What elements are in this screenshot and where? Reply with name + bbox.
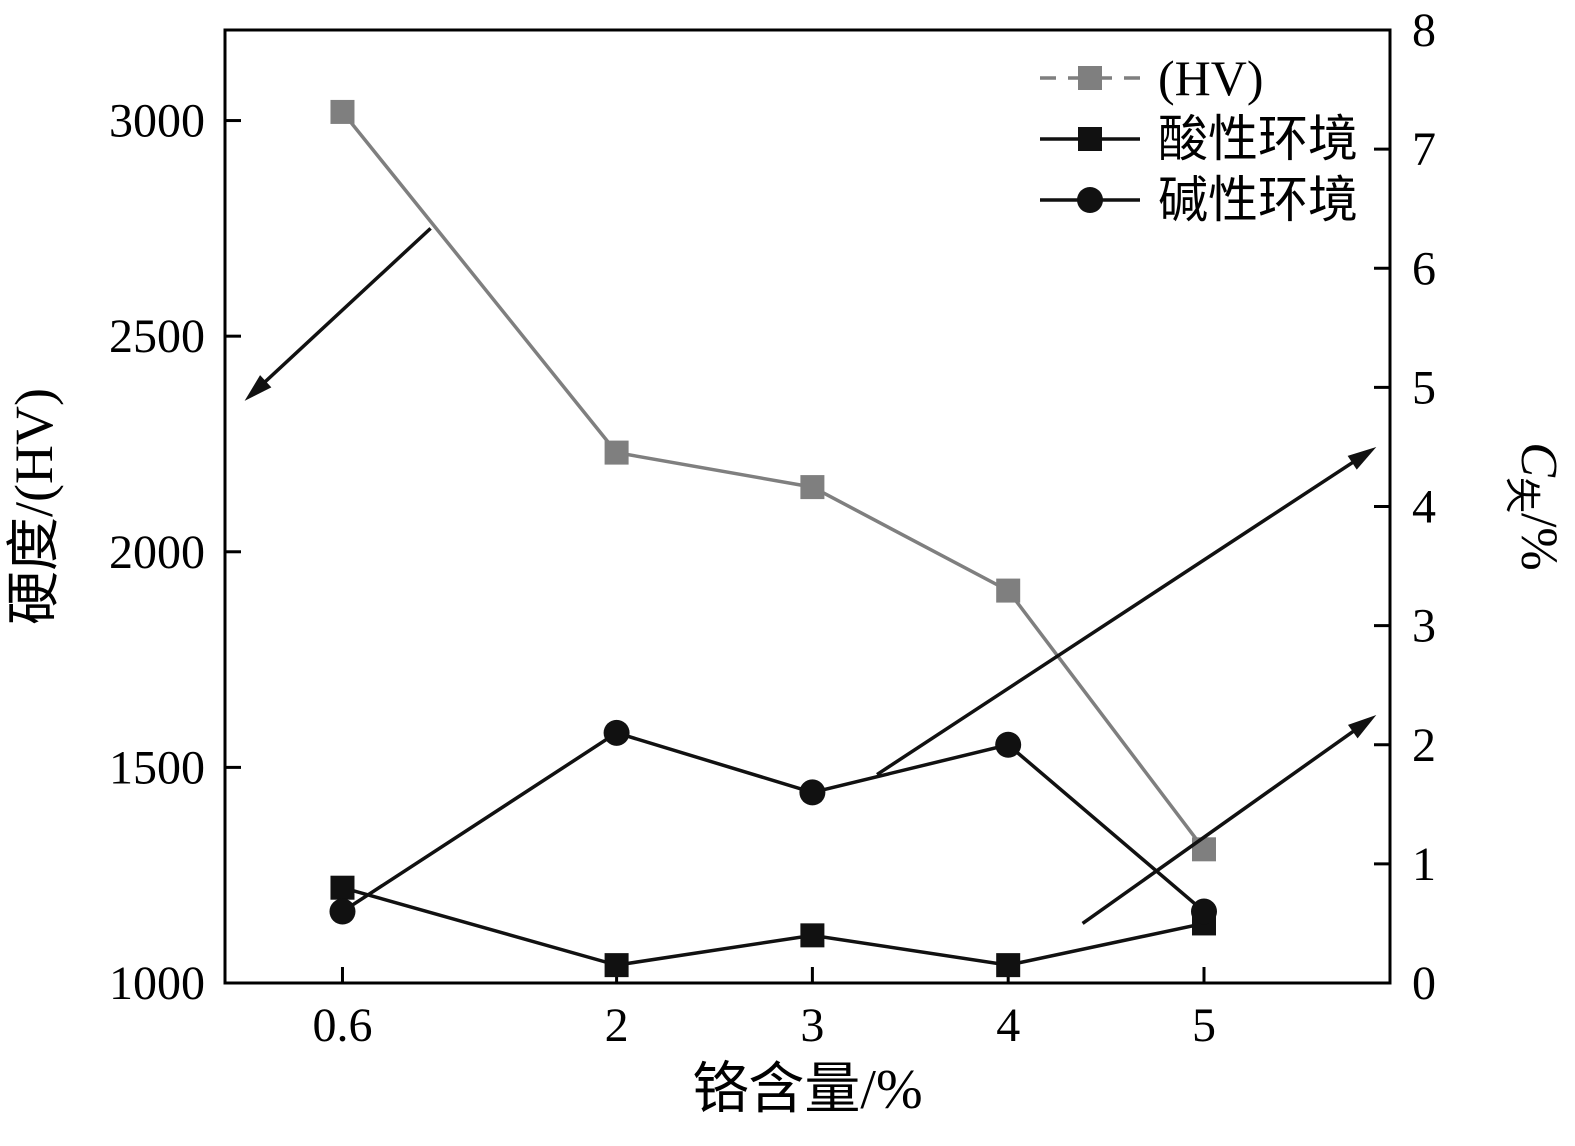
legend-circle-marker	[1077, 187, 1103, 213]
arrow-line	[1081, 722, 1366, 925]
circle-marker	[995, 731, 1022, 758]
right-tick-label: 8	[1412, 4, 1436, 57]
x-tick-label: 5	[1192, 999, 1216, 1052]
right-tick-label: 1	[1412, 838, 1436, 891]
circle-marker	[799, 779, 826, 806]
arrow-head-icon	[1347, 714, 1377, 739]
legend-label: 酸性环境	[1158, 111, 1358, 167]
square-marker	[996, 578, 1021, 603]
left-tick-label: 3000	[109, 95, 205, 148]
right-tick-label: 4	[1412, 481, 1436, 534]
series-0	[330, 99, 1216, 862]
right-y-axis: 0 1 2 3 4 5 6 7 8 C失/%	[1374, 4, 1567, 1010]
square-marker	[330, 875, 355, 900]
legend-square-marker	[1078, 66, 1102, 90]
square-marker	[996, 953, 1021, 978]
left-tick-label: 1000	[109, 957, 205, 1010]
square-marker	[1191, 837, 1216, 862]
x-axis: 0.6 2 3 4 5 铬含量/%	[312, 967, 1216, 1121]
series-line	[341, 110, 1206, 851]
right-tick-label: 6	[1412, 242, 1436, 295]
arrow-line	[254, 227, 432, 392]
left-axis-title: 硬度/(HV)	[4, 388, 64, 625]
square-marker	[330, 99, 355, 124]
circle-marker	[329, 898, 356, 925]
legend-label: 碱性环境	[1158, 172, 1358, 228]
right-tick-label: 5	[1412, 361, 1436, 414]
left-tick-label: 2500	[109, 310, 205, 363]
square-marker	[604, 440, 629, 465]
x-tick-label: 0.6	[312, 999, 372, 1052]
x-tick-label: 3	[800, 999, 824, 1052]
square-marker	[800, 923, 825, 948]
series-line	[342, 886, 1205, 967]
legend-label: (HV)	[1158, 50, 1264, 106]
square-marker	[800, 475, 825, 500]
left-y-axis: 1000 1500 2000 2500 3000 硬度/(HV)	[4, 95, 241, 1010]
x-axis-title: 铬含量/%	[692, 1059, 922, 1121]
x-tick-label: 2	[605, 999, 629, 1052]
series-1	[330, 875, 1216, 978]
left-tick-label: 2000	[109, 526, 205, 579]
right-axis-title: C失/%	[1502, 442, 1567, 570]
right-tick-label: 3	[1412, 600, 1436, 653]
arrow-head-icon	[244, 375, 272, 401]
left-tick-label: 1500	[109, 741, 205, 794]
x-tick-label: 4	[996, 999, 1020, 1052]
arrow-line	[876, 453, 1365, 776]
legend-square-marker	[1078, 127, 1102, 151]
annotation-arrows	[244, 227, 1377, 925]
arrow-head-icon	[1347, 446, 1377, 470]
series-line	[341, 730, 1206, 913]
series-2	[329, 719, 1217, 925]
right-tick-label: 7	[1412, 123, 1436, 176]
right-tick-label: 0	[1412, 957, 1436, 1010]
circle-marker	[603, 719, 630, 746]
circle-marker	[1190, 898, 1217, 925]
square-marker	[604, 953, 629, 978]
right-tick-label: 2	[1412, 719, 1436, 772]
